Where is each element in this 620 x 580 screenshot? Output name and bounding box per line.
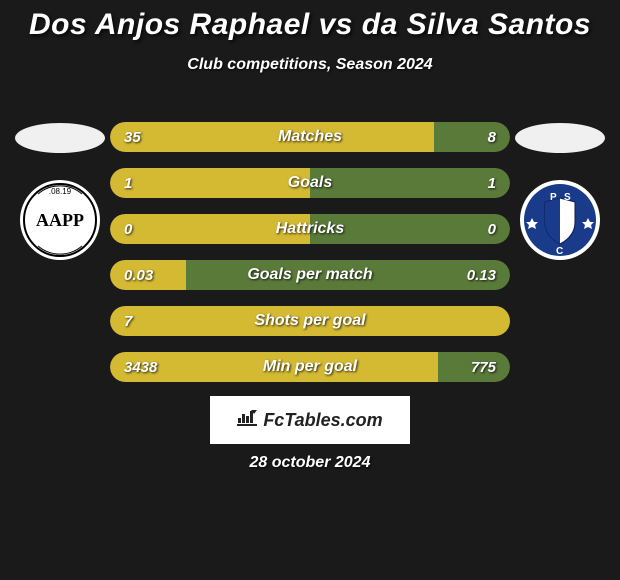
stat-value-right: 0 bbox=[488, 214, 496, 244]
crest-left-svg: .08.19 AAPP bbox=[20, 180, 100, 260]
svg-text:.08.19: .08.19 bbox=[49, 187, 72, 196]
stat-row: 1Goals1 bbox=[110, 168, 510, 198]
club-crest-right: P S C bbox=[520, 180, 600, 260]
svg-text:P: P bbox=[550, 192, 557, 203]
crest-right-svg: P S C bbox=[520, 180, 600, 260]
stat-label: Shots per goal bbox=[110, 306, 510, 336]
club-crest-left: .08.19 AAPP bbox=[20, 180, 100, 260]
stat-label: Goals per match bbox=[110, 260, 510, 290]
stat-value-right: 775 bbox=[471, 352, 496, 382]
svg-text:C: C bbox=[556, 246, 563, 257]
stat-row: 0.03Goals per match0.13 bbox=[110, 260, 510, 290]
watermark: FcTables.com bbox=[210, 396, 410, 444]
player-avatar-right bbox=[515, 123, 605, 153]
stat-row: 3438Min per goal775 bbox=[110, 352, 510, 382]
stats-table: 35Matches8 1Goals1 0Hattricks0 0.03Goals pe… bbox=[110, 122, 510, 398]
subtitle: Club competitions, Season 2024 bbox=[0, 56, 620, 74]
stat-row: 0Hattricks0 bbox=[110, 214, 510, 244]
player-avatar-left bbox=[15, 123, 105, 153]
date-label: 28 october 2024 bbox=[0, 454, 620, 472]
stat-row: 7Shots per goal bbox=[110, 306, 510, 336]
stat-label: Goals bbox=[110, 168, 510, 198]
stat-value-right: 1 bbox=[488, 168, 496, 198]
svg-text:AAPP: AAPP bbox=[36, 210, 84, 230]
stat-label: Matches bbox=[110, 122, 510, 152]
stat-value-right: 8 bbox=[488, 122, 496, 152]
stat-value-right: 0.13 bbox=[467, 260, 496, 290]
page-title: Dos Anjos Raphael vs da Silva Santos bbox=[0, 0, 620, 42]
stat-row: 35Matches8 bbox=[110, 122, 510, 152]
stat-label: Hattricks bbox=[110, 214, 510, 244]
stat-label: Min per goal bbox=[110, 352, 510, 382]
chart-icon bbox=[237, 410, 257, 431]
svg-text:S: S bbox=[564, 192, 571, 203]
watermark-text: FcTables.com bbox=[263, 410, 382, 431]
